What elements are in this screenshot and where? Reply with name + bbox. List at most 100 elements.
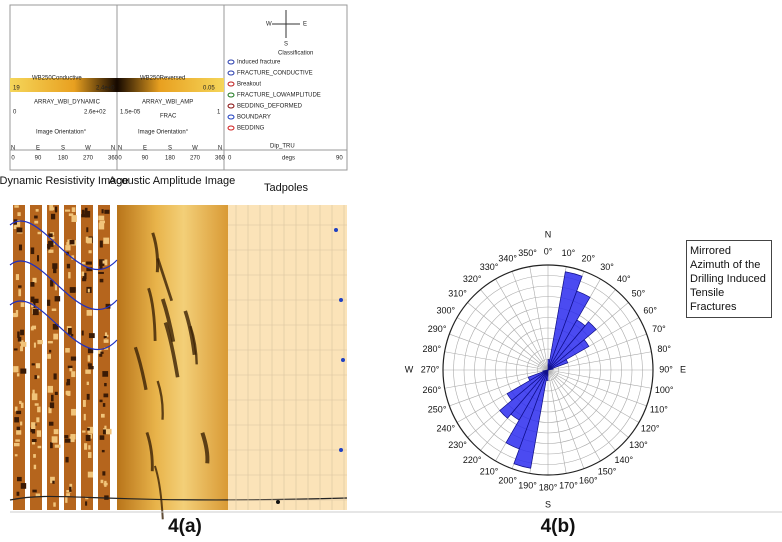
angle-label: 70° [652, 324, 666, 334]
strip-speck [69, 287, 76, 292]
grid-spoke [511, 271, 549, 371]
tadpole [341, 358, 345, 362]
strip-speck [17, 331, 20, 338]
strip-speck [20, 402, 24, 409]
strip-speck [14, 205, 19, 208]
classification-symbol [227, 59, 235, 65]
strip-speck [85, 501, 88, 506]
strip-speck [32, 301, 36, 308]
angle-label: 60° [643, 305, 657, 315]
strip-speck [102, 403, 106, 407]
strip-speck [102, 260, 105, 264]
strip-speck [82, 430, 86, 433]
strip-speck [69, 436, 75, 443]
strip-speck [51, 308, 57, 311]
strip-speck [48, 249, 52, 253]
strip-speck [20, 346, 24, 352]
strip-speck [18, 244, 23, 251]
strip-speck [99, 278, 104, 283]
rose-petal [527, 369, 549, 381]
strip-speck [31, 363, 35, 366]
strip-speck [52, 263, 58, 269]
angle-label: 80° [657, 344, 671, 354]
grid-spoke [495, 278, 549, 371]
strip-speck [100, 351, 104, 354]
grid-spoke [547, 369, 601, 462]
curve-min: 0 [228, 156, 232, 162]
orientation-letter: S [168, 146, 172, 152]
curve-extra: FRAC [160, 114, 177, 120]
curve-name: ARRAY_WBI_DYNAMIC [34, 100, 101, 106]
classification-label: BEDDING_DEFORMED [237, 104, 303, 110]
orientation-degree: 270 [83, 156, 94, 162]
rose-petal [547, 321, 597, 371]
strip-speck [30, 296, 35, 302]
strip-speck [87, 355, 91, 362]
classification-label: Induced fracture [237, 60, 281, 66]
rose-petal [499, 369, 549, 419]
sinusoid [9, 260, 118, 310]
strip-speck [36, 255, 40, 262]
strip-speck [14, 417, 20, 423]
angle-label: 220° [463, 455, 482, 465]
strip-speck [53, 502, 56, 507]
strip-speck [31, 393, 38, 401]
classification-symbol [227, 81, 235, 87]
strip-speck [30, 282, 35, 287]
orientation-degree: 0 [118, 156, 122, 162]
rose-petal [547, 290, 591, 371]
streak [183, 310, 197, 356]
strip-speck [30, 247, 35, 255]
strip-speck [85, 496, 89, 500]
strip-speck [53, 429, 59, 435]
strip-speck [86, 237, 92, 244]
strip-speck [50, 213, 56, 220]
orientation-letter: W [192, 146, 198, 152]
strip-speck [18, 285, 22, 288]
strip-speck [105, 303, 111, 309]
strip-speck [105, 428, 112, 435]
angle-label: 300° [436, 305, 455, 315]
tadpole [339, 298, 343, 302]
grid-spoke [456, 317, 549, 371]
strip-speck [34, 403, 39, 406]
strip-speck [18, 289, 22, 297]
streak [200, 432, 210, 464]
direction-label: N [545, 229, 552, 239]
angle-label: 130° [629, 440, 648, 450]
orientation-letter: N [111, 146, 115, 152]
sinusoid [9, 300, 118, 350]
strip-speck [102, 371, 109, 377]
grid-spoke [547, 369, 652, 389]
strip-speck [82, 272, 87, 280]
strip-speck [54, 206, 58, 212]
strip-speck [64, 209, 71, 212]
strip-speck [99, 353, 103, 357]
angle-label: 140° [615, 455, 634, 465]
track-title: Tadpoles [264, 182, 309, 194]
orientation-letter: E [143, 146, 147, 152]
strip-speck [30, 326, 34, 331]
strip-speck [104, 425, 107, 431]
orientation-letter: N [11, 146, 15, 152]
classification-symbol [227, 125, 235, 131]
grid-spoke [480, 289, 549, 371]
strip-speck [88, 366, 94, 370]
classification-symbol [227, 114, 235, 120]
strip-speck [51, 436, 58, 443]
strip-speck [16, 220, 21, 226]
grid-spoke [547, 351, 652, 371]
plot-border [442, 264, 654, 476]
strip-speck [103, 336, 107, 339]
rose-petal [505, 369, 549, 450]
strip-speck [17, 336, 22, 342]
classification-symbol [227, 103, 235, 109]
strip-speck [68, 272, 71, 279]
angle-label: 90° [659, 364, 673, 374]
strip-speck [66, 378, 71, 386]
strip-speck [16, 410, 22, 415]
strip-speck [66, 390, 71, 396]
angle-label: 50° [632, 289, 646, 299]
angle-label: 310° [448, 289, 467, 299]
strip-speck [98, 271, 104, 274]
